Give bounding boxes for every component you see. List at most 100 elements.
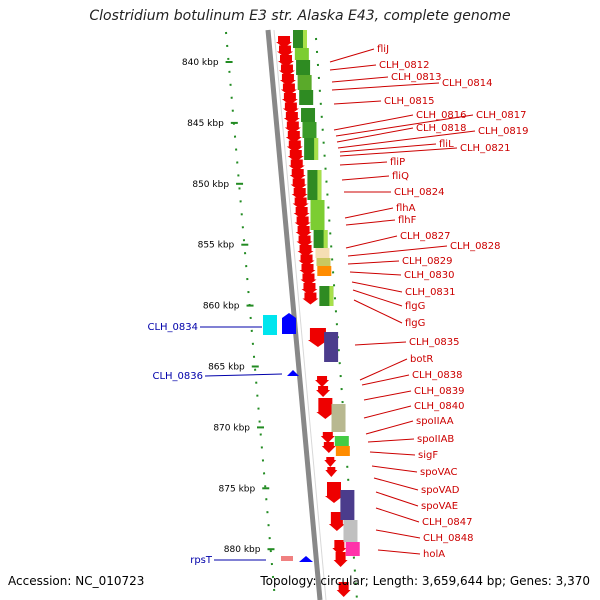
right-label-leader (354, 341, 407, 346)
right-label-leader (335, 114, 474, 137)
feature-block (297, 75, 312, 90)
reverse-gene-arrow (287, 150, 304, 162)
right-label-leader (339, 143, 437, 153)
reverse-gene-arrow (315, 376, 330, 387)
right-label-leader (375, 507, 420, 523)
right-label-leader (352, 289, 403, 307)
right-gene-label: CLH_0847 (422, 517, 473, 528)
feature-block (296, 60, 311, 75)
reverse-gene-arrow (333, 552, 348, 567)
right-gene-label: flgG (405, 301, 425, 312)
reverse-gene-arrow (289, 169, 306, 181)
right-label-leader (375, 491, 419, 507)
reverse-gene-arrow (294, 216, 311, 229)
feature-block (324, 332, 339, 362)
feature-block (343, 520, 358, 542)
reverse-gene-arrow (277, 45, 294, 58)
forward-gene-arrow (287, 370, 299, 376)
right-label-leader (375, 529, 421, 539)
right-label-leader (347, 245, 448, 257)
right-gene-label: CLH_0817 (476, 110, 527, 121)
right-gene-label: CLH_0840 (414, 401, 465, 412)
reverse-gene-arrow (320, 432, 335, 443)
reverse-gene-arrow (336, 582, 351, 597)
right-label-leader (361, 374, 410, 386)
forward-gene-arrow (299, 556, 313, 562)
reverse-gene-arrow (285, 131, 302, 143)
ruler-label: 865 kbp (208, 363, 245, 373)
right-label-leader (333, 114, 414, 131)
reverse-gene-arrow (281, 93, 298, 105)
right-gene-label: spoIIAB (417, 434, 454, 445)
right-label-leader (367, 438, 415, 443)
feature-block (301, 108, 316, 122)
right-label-leader (347, 260, 400, 265)
reverse-gene-arrow (282, 102, 299, 115)
right-label-leader (337, 130, 476, 149)
ruler-label: 860 kbp (203, 302, 240, 312)
left-label-leader (204, 373, 283, 377)
right-gene-label: fliQ (392, 171, 409, 182)
right-label-leader (336, 127, 414, 143)
feature-block (302, 122, 317, 138)
right-gene-label: holA (423, 549, 445, 560)
right-gene-label: spoIIAA (416, 416, 454, 427)
reverse-gene-arrow (276, 36, 293, 48)
reverse-gene-arrow (290, 178, 307, 191)
right-label-leader (331, 76, 389, 83)
right-gene-label: CLH_0813 (391, 72, 442, 83)
right-gene-label: CLH_0827 (400, 231, 451, 242)
right-label-leader (333, 100, 382, 105)
reverse-gene-arrow (296, 235, 313, 248)
genome-backbone-edge (273, 29, 327, 600)
right-gene-label: CLH_0824 (394, 187, 445, 198)
reverse-gene-arrow (302, 292, 319, 305)
feature-block-highlight (303, 30, 307, 48)
right-gene-label: CLH_0838 (412, 370, 463, 381)
right-gene-label: CLH_0818 (416, 123, 467, 134)
right-label-leader (329, 48, 375, 63)
feature-block (294, 48, 309, 60)
right-label-leader (377, 549, 421, 555)
right-gene-label: flgG (405, 318, 425, 329)
left-gene-label: CLH_0836 (152, 371, 203, 382)
right-label-leader (351, 281, 403, 293)
feature-block (340, 490, 355, 520)
reverse-gene-arrow (300, 273, 317, 286)
feature-block (310, 200, 325, 230)
right-gene-label: flhF (398, 215, 417, 226)
reverse-gene-arrow (278, 64, 295, 77)
right-gene-label: CLH_0830 (404, 270, 455, 281)
reverse-gene-arrow (280, 83, 297, 96)
reverse-gene-arrow (301, 283, 318, 295)
reverse-gene-arrow (299, 264, 316, 276)
reverse-gene-arrow (291, 188, 308, 200)
right-gene-label: CLH_0821 (460, 143, 511, 154)
left-gene-label: rpsT (190, 555, 213, 566)
right-gene-label: spoVAE (421, 501, 458, 512)
ruler-label: 880 kbp (224, 545, 261, 555)
genome-stats-text: Topology: circular; Length: 3,659,644 bp… (260, 574, 590, 588)
ruler-label: 875 kbp (219, 484, 256, 494)
ruler-label: 855 kbp (198, 241, 235, 251)
reverse-gene-arrow (279, 74, 296, 86)
feature-block (299, 90, 314, 105)
ruler-label: 870 kbp (213, 423, 250, 433)
reverse-gene-arrow (325, 467, 338, 477)
right-gene-label: CLH_0812 (379, 60, 430, 71)
right-label-leader (363, 390, 412, 401)
reverse-gene-arrow (284, 121, 301, 134)
right-label-leader (353, 299, 403, 324)
ruler-label: 850 kbp (192, 180, 229, 190)
accession-text: Accession: NC_010723 (8, 574, 145, 588)
right-gene-label: CLH_0816 (416, 110, 467, 121)
right-gene-label: CLH_0819 (478, 126, 529, 137)
feature-block (345, 542, 360, 556)
right-gene-label: CLH_0829 (402, 256, 453, 267)
genome-backbone (265, 29, 323, 600)
reverse-gene-arrow (277, 55, 294, 67)
right-label-leader (359, 358, 408, 381)
right-gene-label: botR (410, 354, 433, 365)
forward-gene-block (263, 315, 277, 335)
left-gene-label: CLH_0834 (147, 322, 198, 333)
